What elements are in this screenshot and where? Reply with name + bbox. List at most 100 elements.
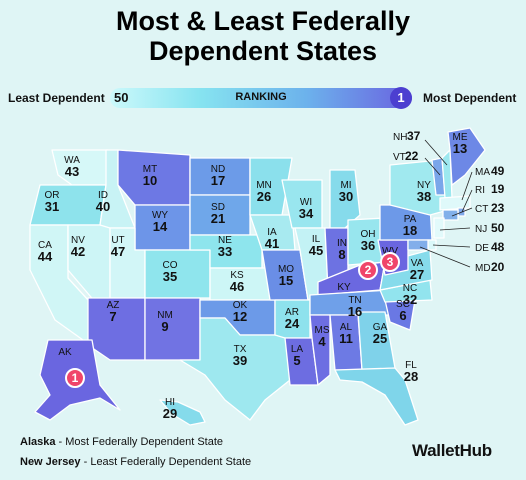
state-label-tn: TN <box>348 295 361 306</box>
state-rank-ms: 4 <box>318 334 326 349</box>
state-label-hi: HI <box>165 397 175 408</box>
state-nm[interactable] <box>144 297 201 361</box>
state-rank-vt: 22 <box>405 149 419 163</box>
state-fl[interactable] <box>334 367 419 426</box>
rank-marker-label-3: 3 <box>387 255 394 269</box>
state-label-ri: RI <box>475 185 485 196</box>
state-rank-nc: 32 <box>403 292 417 307</box>
state-nj[interactable] <box>433 217 445 239</box>
state-label-nv: NV <box>71 235 85 246</box>
state-rank-wy: 14 <box>153 219 168 234</box>
legend-max-badge: 1 <box>390 87 412 109</box>
state-label-ct: CT <box>475 204 488 215</box>
footer-least-text: - Least Federally Dependent State <box>80 456 252 468</box>
state-rank-il: 45 <box>309 243 323 258</box>
state-label-ms: MS <box>315 325 330 336</box>
state-rank-tx: 39 <box>233 353 247 368</box>
state-label-az: AZ <box>107 300 120 311</box>
state-label-fl: FL <box>405 360 417 371</box>
state-label-nc: NC <box>403 283 417 294</box>
leader-lines <box>419 139 473 268</box>
state-co[interactable] <box>144 249 211 299</box>
wallethub-logo: WalletHub <box>412 441 492 460</box>
rank-marker-2 <box>358 260 378 280</box>
state-rank-ca: 44 <box>38 249 53 264</box>
footer-most-state: Alaska <box>20 436 56 448</box>
state-tx[interactable] <box>179 317 291 421</box>
state-rank-ma: 49 <box>491 164 505 178</box>
state-ms[interactable] <box>309 314 331 386</box>
state-ct[interactable] <box>442 209 459 221</box>
state-rank-nv: 42 <box>71 244 85 259</box>
state-rank-ri: 19 <box>491 182 505 196</box>
state-rank-me: 13 <box>453 141 467 156</box>
state-label-il: IL <box>312 234 321 245</box>
state-label-ar: AR <box>285 307 299 318</box>
state-label-nh: NH <box>393 132 407 143</box>
state-label-nd: ND <box>211 164 225 175</box>
state-rank-az: 7 <box>109 309 116 324</box>
footer-least-dependent: New Jersey - Least Federally Dependent S… <box>20 456 251 468</box>
footer-most-dependent: Alaska - Most Federally Dependent State <box>20 436 223 448</box>
state-label-tx: TX <box>234 344 247 355</box>
rank-marker-1 <box>65 368 85 388</box>
state-me[interactable] <box>447 127 486 186</box>
legend-gradient-bar: 50 RANKING 1 <box>110 87 412 109</box>
rank-marker-label-1: 1 <box>72 371 79 385</box>
state-label-mt: MT <box>143 164 157 175</box>
state-label-wy: WY <box>152 210 168 221</box>
ranking-legend: Least Dependent 50 RANKING 1 Most Depend… <box>0 86 526 110</box>
legend-left-label: Least Dependent <box>8 91 105 105</box>
state-label-wv: WV <box>382 246 398 257</box>
state-rank-sd: 21 <box>211 211 225 226</box>
state-rank-ny: 38 <box>417 189 431 204</box>
state-rank-ok: 12 <box>233 309 247 324</box>
state-label-mo: MO <box>278 264 294 275</box>
state-label-or: OR <box>45 190 60 201</box>
state-label-de: DE <box>475 243 489 254</box>
rank-marker-label-2: 2 <box>365 263 372 277</box>
state-rank-tn: 16 <box>348 304 362 319</box>
state-label-ky: KY <box>337 282 351 293</box>
state-rank-fl: 28 <box>404 369 418 384</box>
state-md[interactable] <box>407 239 429 251</box>
state-label-ma: MA <box>475 167 490 178</box>
state-label-mn: MN <box>256 180 272 191</box>
state-rank-wi: 34 <box>299 206 314 221</box>
state-rank-ct: 23 <box>491 201 505 215</box>
state-label-co: CO <box>163 260 178 271</box>
state-rank-id: 40 <box>96 199 110 214</box>
state-rank-hi: 29 <box>163 406 177 421</box>
state-rank-la: 5 <box>293 353 300 368</box>
state-rank-nj: 50 <box>491 221 505 235</box>
state-label-ca: CA <box>38 240 52 251</box>
state-label-ok: OK <box>233 300 248 311</box>
state-rank-nm: 9 <box>161 319 168 334</box>
state-rank-de: 48 <box>491 240 505 254</box>
state-rank-nh: 37 <box>407 129 421 143</box>
state-label-va: VA <box>411 258 424 269</box>
footer-most-text: - Most Federally Dependent State <box>55 436 224 448</box>
title-line-2: Dependent States <box>148 36 378 66</box>
state-rank-ut: 47 <box>111 244 125 259</box>
state-rank-nd: 17 <box>211 173 225 188</box>
state-label-al: AL <box>340 322 353 333</box>
state-label-ks: KS <box>230 270 244 281</box>
legend-right-label: Most Dependent <box>423 91 517 105</box>
state-label-id: ID <box>98 190 108 201</box>
state-hi[interactable] <box>159 399 206 426</box>
page-title: Most & Least Federally Dependent States <box>0 6 526 66</box>
state-label-ne: NE <box>218 235 232 246</box>
state-rank-wa: 43 <box>65 164 79 179</box>
state-rank-ar: 24 <box>285 316 300 331</box>
state-label-ny: NY <box>417 180 431 191</box>
state-rank-oh: 36 <box>361 238 375 253</box>
state-label-wa: WA <box>64 155 80 166</box>
state-wa[interactable] <box>51 149 109 186</box>
state-or[interactable] <box>29 184 107 226</box>
state-label-la: LA <box>291 344 304 355</box>
state-rank-in: 8 <box>338 247 345 262</box>
state-rank-or: 31 <box>45 199 59 214</box>
state-az[interactable] <box>87 297 146 361</box>
state-label-ak: AK <box>58 347 72 358</box>
